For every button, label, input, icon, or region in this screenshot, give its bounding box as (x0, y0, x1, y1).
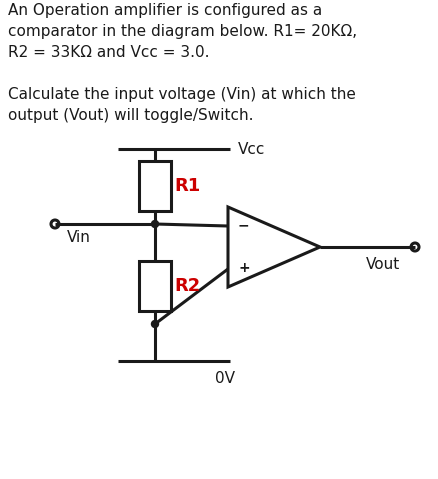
Bar (139, 161, 171, 211)
Text: Vcc: Vcc (238, 141, 265, 157)
Text: Vin: Vin (67, 230, 91, 245)
Text: An Operation amplifier is configured as a
comparator in the diagram below. R1= 2: An Operation amplifier is configured as … (8, 3, 357, 123)
Text: −: − (238, 218, 250, 232)
Text: 0V: 0V (215, 371, 235, 386)
Text: R2: R2 (174, 277, 200, 295)
Circle shape (152, 220, 159, 228)
Circle shape (152, 320, 159, 328)
Bar (139, 261, 171, 311)
Polygon shape (228, 207, 320, 287)
Text: Vout: Vout (366, 257, 400, 272)
Text: R1: R1 (174, 177, 200, 195)
Text: +: + (238, 261, 250, 275)
